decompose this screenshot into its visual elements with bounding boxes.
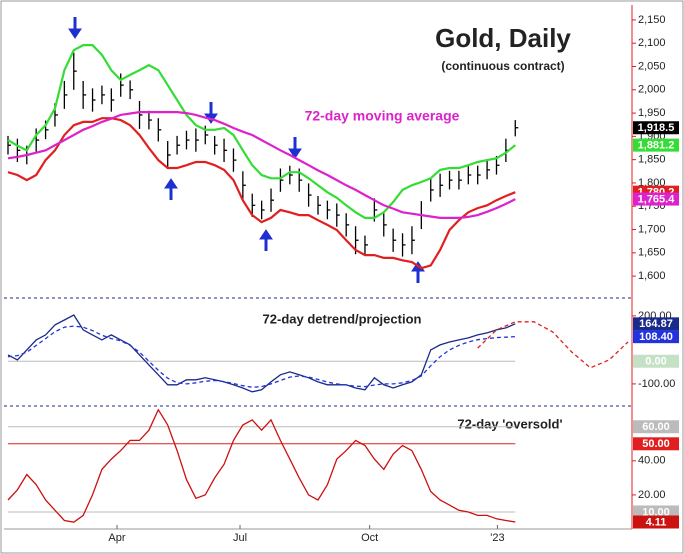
up-arrow-head bbox=[164, 178, 178, 189]
projection-line bbox=[477, 321, 629, 369]
value-box-label: 0.00 bbox=[645, 356, 666, 368]
value-box-label: 1,918.5 bbox=[638, 122, 675, 134]
value-box-label: 50.00 bbox=[642, 438, 670, 450]
value-box-label: 1,881.2 bbox=[638, 140, 675, 152]
panel-title: 72-day detrend/projection bbox=[263, 311, 422, 326]
series-line bbox=[7, 408, 516, 523]
down-arrow-head bbox=[288, 148, 302, 159]
value-box-label: 4.11 bbox=[646, 516, 667, 528]
series-line bbox=[7, 314, 516, 393]
y-tick-label: 2,100 bbox=[638, 37, 666, 49]
panel-title: 72-day 'oversold' bbox=[457, 416, 562, 431]
value-box bbox=[633, 138, 679, 152]
series-line bbox=[7, 111, 516, 219]
value-box bbox=[633, 437, 679, 451]
y-tick-label: 2,000 bbox=[638, 84, 666, 96]
y-tick-label: 1,600 bbox=[638, 270, 666, 282]
y-tick-label: 2,150 bbox=[638, 14, 666, 26]
chart-title: Gold, Daily bbox=[435, 23, 571, 53]
value-box-label: 1,765.4 bbox=[638, 193, 676, 205]
value-box-label: 164.87 bbox=[639, 318, 673, 330]
value-box bbox=[633, 330, 679, 344]
value-box bbox=[633, 317, 679, 331]
series-line bbox=[7, 325, 516, 388]
down-arrow-head bbox=[68, 28, 82, 39]
x-tick-label: Apr bbox=[108, 532, 125, 544]
x-tick-label: '23 bbox=[490, 532, 504, 544]
y-tick-label: 2,050 bbox=[638, 60, 666, 72]
value-box bbox=[633, 420, 679, 434]
value-box bbox=[633, 505, 679, 519]
series-line bbox=[7, 117, 516, 270]
y-tick-label: 40.00 bbox=[638, 455, 666, 467]
y-tick-label: 20.00 bbox=[638, 489, 666, 501]
y-tick-label: 1,700 bbox=[638, 223, 666, 235]
x-tick-label: Oct bbox=[361, 532, 378, 544]
y-tick-label: 1,650 bbox=[638, 247, 666, 259]
up-arrow-head bbox=[259, 229, 273, 240]
series-line bbox=[7, 44, 516, 219]
value-box bbox=[633, 354, 679, 368]
value-box-label: 10.00 bbox=[642, 506, 670, 518]
y-tick-label: -100.00 bbox=[638, 378, 675, 390]
value-box bbox=[633, 121, 679, 135]
arrows bbox=[68, 17, 425, 283]
y-tick-label: 1,850 bbox=[638, 154, 666, 166]
value-box-label: 108.40 bbox=[639, 331, 673, 343]
annotation: 72-day moving average bbox=[305, 108, 460, 124]
y-tick-label: 1,950 bbox=[638, 107, 666, 119]
x-tick-label: Jul bbox=[233, 532, 247, 544]
value-box bbox=[633, 192, 679, 206]
chart-subtitle: (continuous contract) bbox=[441, 59, 564, 73]
value-box bbox=[633, 515, 679, 529]
value-box-label: 60.00 bbox=[642, 421, 670, 433]
